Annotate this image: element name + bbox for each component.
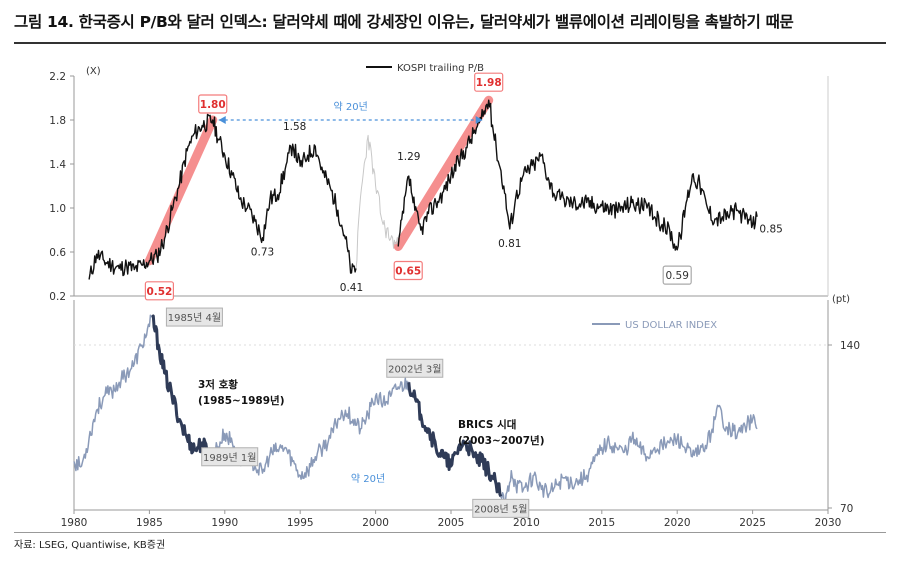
x-tick-label: 1980 <box>61 517 88 529</box>
pb-value-label: 0.81 <box>498 238 521 250</box>
title-rule <box>14 42 886 44</box>
dxy-callout-label: 1989년 1월 <box>203 452 256 464</box>
dxy-highlight-segment <box>407 382 503 497</box>
pb-callout-label: 0.65 <box>395 266 421 278</box>
dxy-highlight-segment <box>151 314 212 463</box>
span-arrow-head-right <box>475 116 483 124</box>
pb-line <box>88 113 357 280</box>
top-y-tick-label: 0.6 <box>49 247 66 259</box>
dxy-callout-box <box>472 498 530 518</box>
x-tick-label: 2005 <box>438 517 465 529</box>
x-tick-label: 2025 <box>739 517 766 529</box>
top-y-tick-label: 1.0 <box>49 203 66 215</box>
dxy-callout-label: 1985년 4월 <box>168 312 221 324</box>
period-label: 3저 호황 <box>198 378 238 391</box>
pb-value-label: 1.58 <box>283 121 306 133</box>
pb-callout-label: 0.59 <box>666 270 689 282</box>
top-panel: 0.2 0.6 1.0 1.4 1.8 2.2 (X) KOSPI trailing P/B 약… <box>49 63 829 303</box>
x-tick-label: 1985 <box>136 517 163 529</box>
pb-value-label: 0.85 <box>759 224 782 236</box>
dxy-callout-label: 2008년 5월 <box>474 503 527 515</box>
dxy-callout-box <box>201 447 259 467</box>
dxy-callout-box <box>165 307 223 327</box>
top-y-tick-label: 2.2 <box>49 71 66 83</box>
pb-callout-label: 1.98 <box>476 77 502 89</box>
x-tick-label: 2030 <box>815 517 842 529</box>
rerating-band-2 <box>393 95 494 251</box>
pb-callout-box <box>144 281 174 301</box>
pb-value-label: 1.29 <box>397 151 420 163</box>
top-y-tick-label: 1.8 <box>49 115 66 127</box>
top-y-unit: (X) <box>86 66 101 77</box>
span-arrow-head-left <box>218 116 226 124</box>
x-tick-label: 2010 <box>513 517 540 529</box>
span-arrow-label: 약 20년 <box>334 101 368 113</box>
period-label: BRICS 시대 <box>458 418 516 431</box>
bottom-panel: 70 140 (pt) 1980 1985 1990 1995 2000 2005 2010 201… <box>61 294 860 529</box>
top-y-tick-label: 0.2 <box>49 291 66 303</box>
x-tick-label: 2015 <box>588 517 615 529</box>
pb-line-faded <box>355 134 399 269</box>
x-tick-label: 2020 <box>664 517 691 529</box>
bottom-y-tick-label: 140 <box>840 340 860 352</box>
rerating-band-1 <box>144 115 218 266</box>
pb-callout-box <box>198 94 228 114</box>
pb-value-label: 0.41 <box>340 282 363 294</box>
pb-callout-box <box>662 265 692 285</box>
bottom-legend-label: US DOLLAR INDEX <box>625 320 717 331</box>
top-y-tick-label: 1.4 <box>49 159 66 171</box>
period-sub-label: (2003~2007년) <box>458 434 545 447</box>
page-title: 그림 14. 한국증시 P/B와 달러 인덱스: 달러약세 때에 강세장인 이유… <box>14 13 794 31</box>
bottom-y-unit: (pt) <box>832 294 850 305</box>
dxy-callout-label: 2002년 3월 <box>388 363 441 375</box>
pb-callout-label: 0.52 <box>146 286 172 298</box>
pb-callout-label: 1.80 <box>200 99 226 111</box>
x-tick-label: 2000 <box>362 517 389 529</box>
dxy-callout-box <box>386 358 444 378</box>
bottom-rule <box>14 532 886 533</box>
pb-line <box>397 99 758 251</box>
x-tick-label: 1990 <box>211 517 238 529</box>
source-note: 자료: LSEG, Quantiwise, KB증권 <box>14 540 166 551</box>
pb-value-label: 0.73 <box>251 247 274 259</box>
bottom-y-tick-label: 70 <box>840 503 853 515</box>
pb-callout-box <box>474 72 504 92</box>
pb-callout-box <box>393 260 423 281</box>
x-tick-label: 1995 <box>287 517 314 529</box>
bottom-span-label: 약 20년 <box>351 473 385 485</box>
period-sub-label: (1985~1989년) <box>198 394 285 407</box>
top-legend-label: KOSPI trailing P/B <box>397 63 484 74</box>
